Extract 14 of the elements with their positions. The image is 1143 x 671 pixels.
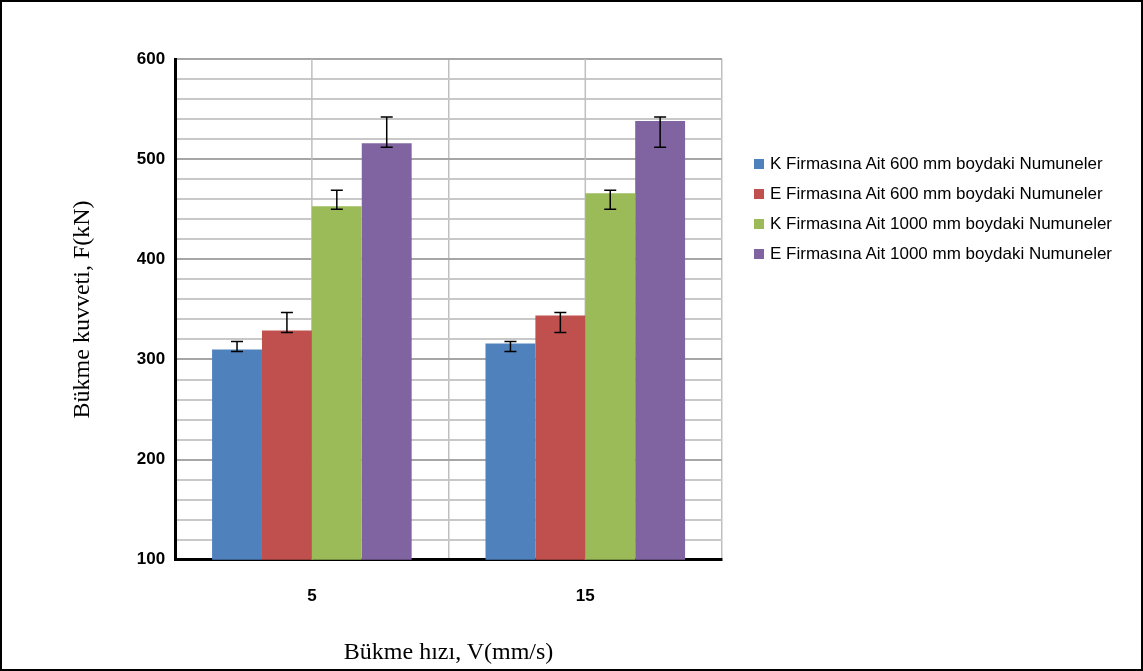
x-tick-label: 15 — [575, 585, 595, 605]
x-tick-label: 5 — [307, 585, 317, 605]
legend-label: E Firmasına Ait 600 mm boydaki Numuneler — [770, 183, 1103, 205]
y-tick-label: 100 — [136, 549, 166, 569]
legend-label: K Firmasına Ait 600 mm boydaki Numuneler — [770, 153, 1103, 175]
y-tick-label: 500 — [136, 148, 166, 168]
y-tick-label: 300 — [136, 349, 166, 369]
legend-label: E Firmasına Ait 1000 mm boydaki Numuneler — [770, 243, 1113, 265]
legend-label: K Firmasına Ait 1000 mm boydaki Numuneler — [770, 213, 1113, 235]
y-tick-label: 400 — [136, 249, 166, 269]
x-axis-title: Bükme hızı, V(mm/s) — [343, 637, 554, 664]
y-tick-label: 600 — [136, 48, 166, 68]
y-axis-title: Bükme kuvveti, F(kN) — [67, 200, 94, 419]
y-tick-label: 200 — [136, 449, 166, 469]
